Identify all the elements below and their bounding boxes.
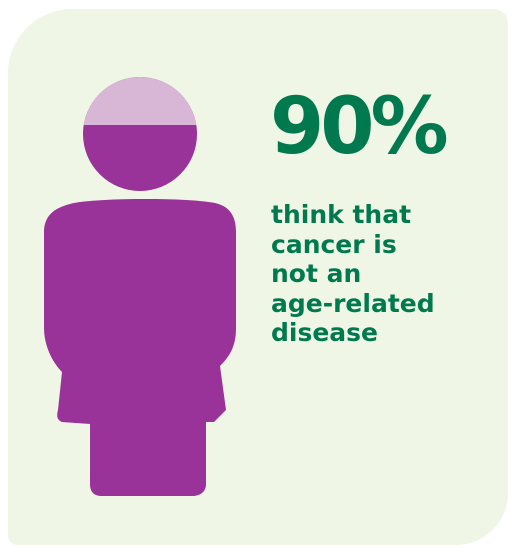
stat-value: 90% [270,82,449,172]
caption-line: not an [271,259,362,288]
stat-caption: think that cancer is not an age-related … [271,200,501,348]
caption-line: disease [271,318,379,347]
caption-line: age-related [271,288,435,318]
caption-line: think that [271,200,412,229]
caption-line: cancer is [271,229,397,259]
person-body [44,198,236,497]
person-head [83,77,197,191]
